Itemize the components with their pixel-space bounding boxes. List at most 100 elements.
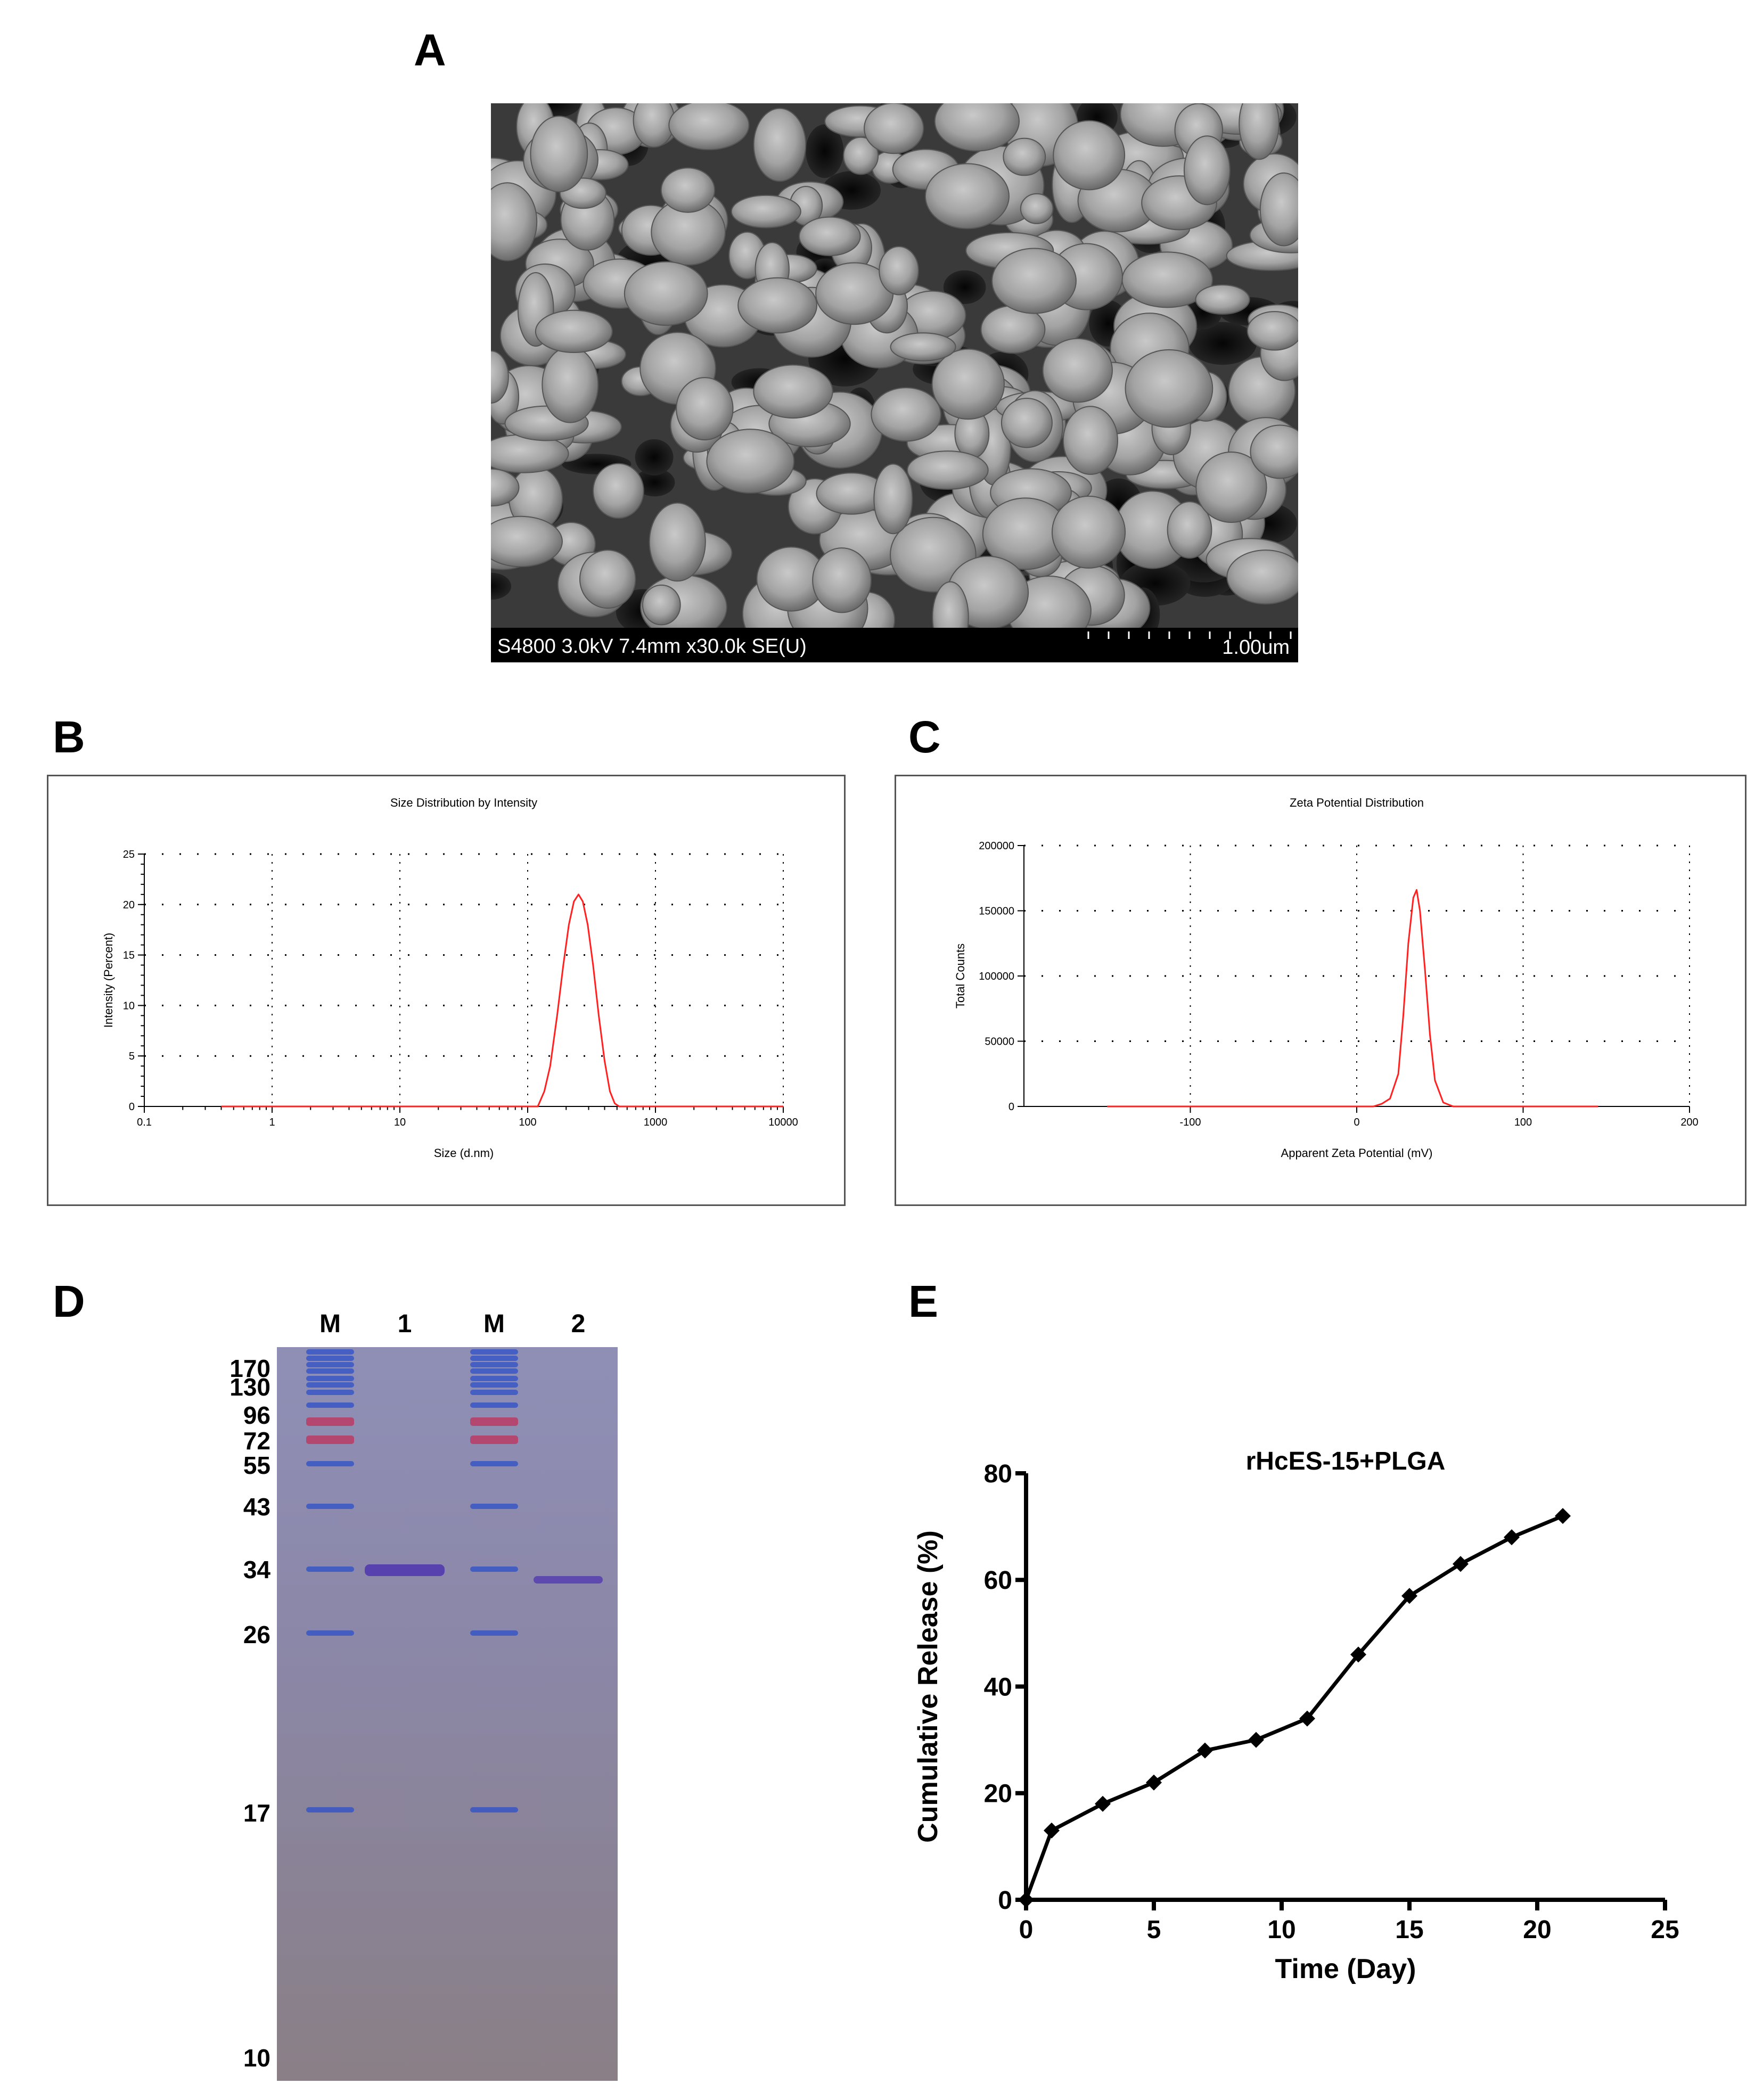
data-point: [1248, 1732, 1264, 1748]
x-tick-label: 25: [1651, 1916, 1679, 1944]
sem-grain: [1062, 406, 1118, 475]
sem-caption: S4800 3.0kV 7.4mm x30.0k SE(U): [497, 635, 807, 658]
x-tick-label: 200: [1680, 1117, 1698, 1128]
ladder-band: [306, 1368, 354, 1374]
ladder-band: [470, 1390, 518, 1395]
ladder-band: [470, 1376, 518, 1381]
y-tick-label: 10: [123, 1000, 135, 1012]
sem-grain: [843, 136, 879, 175]
sem-grain: [1195, 452, 1267, 523]
y-tick-label: 20: [123, 899, 135, 911]
ladder-band: [470, 1504, 518, 1509]
sem-grain: [1053, 120, 1126, 191]
x-axis-label: Apparent Zeta Potential (mV): [1281, 1146, 1433, 1160]
y-tick-label: 15: [123, 950, 135, 962]
ladder-band: [470, 1435, 518, 1444]
ladder-band: [306, 1349, 354, 1355]
ladder-band: [470, 1349, 518, 1355]
y-tick-label: 20: [984, 1780, 1012, 1808]
y-tick-label: 0: [1008, 1101, 1014, 1113]
gel-lane-label: 2: [571, 1310, 586, 1338]
data-point: [1146, 1774, 1162, 1791]
x-tick-label: 0: [1354, 1117, 1359, 1128]
x-tick-label: 10000: [768, 1117, 798, 1128]
sample-band-lane-2: [534, 1576, 603, 1584]
sem-grain: [991, 248, 1077, 314]
ladder-band: [306, 1630, 354, 1636]
sem-grain: [1042, 338, 1113, 403]
sem-grain: [864, 102, 924, 154]
y-tick-label: 40: [984, 1673, 1012, 1701]
chart-title: Zeta Potential Distribution: [1290, 796, 1424, 809]
data-point: [1350, 1646, 1366, 1663]
y-tick-label: 5: [129, 1051, 135, 1062]
y-axis-label: Intensity (Percent): [102, 933, 115, 1028]
sem-micrograph: S4800 3.0kV 7.4mm x30.0k SE(U) 1.00um: [459, 78, 1333, 662]
marker-size-label: 26: [243, 1621, 270, 1648]
gel-background: [277, 1347, 618, 2081]
x-tick-label: 5: [1147, 1916, 1161, 1944]
gel-lane-label: M: [483, 1310, 505, 1338]
sem-grain: [798, 216, 861, 257]
data-point: [1299, 1710, 1315, 1727]
ladder-band: [306, 1504, 354, 1509]
ladder-band: [306, 1402, 354, 1408]
sem-grain: [873, 463, 913, 535]
sem-grain: [879, 246, 919, 296]
marker-size-label: 43: [243, 1493, 270, 1521]
ladder-band: [470, 1461, 518, 1466]
sem-grain: [1001, 397, 1053, 448]
y-axis-label: Total Counts: [954, 944, 967, 1008]
sem-grain: [535, 309, 613, 354]
ladder-band: [470, 1402, 518, 1408]
sem-grain: [579, 549, 636, 609]
data-point: [1453, 1556, 1469, 1572]
gel-panel: M 1 M 2 170 130 96 72 55 43 34 26 17 10: [202, 1299, 639, 2082]
gel-lane-label: 1: [398, 1310, 412, 1338]
cumulative-release-chart: rHcES-15+PLGA 0 5 10 15 20 25 0 20 40 60 80 Time (Da…: [895, 1406, 1725, 1986]
y-tick-label: 50000: [985, 1036, 1014, 1048]
x-tick-label: 0.1: [137, 1117, 152, 1128]
sem-grain: [753, 108, 807, 182]
ladder-band: [306, 1376, 354, 1381]
sem-scale-label: 1.00um: [1222, 636, 1290, 659]
y-tick-label: 80: [984, 1460, 1012, 1488]
sem-grain: [706, 429, 795, 494]
gel-lane-label: M: [319, 1310, 341, 1338]
sem-grain: [1020, 193, 1054, 224]
sem-grain: [1183, 135, 1231, 206]
sem-grain: [660, 167, 716, 213]
sem-grain: [907, 450, 989, 490]
data-point: [1504, 1529, 1520, 1546]
x-tick-label: 20: [1523, 1916, 1551, 1944]
y-axis-label: Cumulative Release (%): [913, 1530, 944, 1843]
ladder-band: [306, 1435, 354, 1444]
x-tick-label: 100: [519, 1117, 536, 1128]
data-point: [1095, 1795, 1111, 1812]
sem-grain: [1247, 311, 1302, 351]
zeta-potential-chart: Zeta Potential Distribution -100 0 100 200 0 5…: [895, 775, 1746, 1206]
panel-label-d: D: [53, 1276, 85, 1326]
sem-grain: [1226, 549, 1305, 605]
y-tick-label: 150000: [979, 906, 1014, 917]
sem-pore: [806, 124, 844, 178]
chart-title: Size Distribution by Intensity: [390, 796, 537, 809]
sem-grain: [753, 364, 833, 419]
size-distribution-chart: Size Distribution by Intensity 0.1 1 10 100 1…: [47, 775, 846, 1206]
ladder-band: [470, 1566, 518, 1572]
ladder-band: [470, 1417, 518, 1426]
y-tick-label: 200000: [979, 840, 1014, 852]
x-tick-label: 15: [1395, 1916, 1423, 1944]
series-line: [1024, 1514, 1564, 1901]
sem-pore: [634, 468, 675, 497]
sem-grain: [542, 346, 599, 423]
y-tick-label: 25: [123, 849, 135, 860]
panel-label-b: B: [53, 712, 85, 762]
x-tick-label: 100: [1514, 1117, 1532, 1128]
x-tick-label: 10: [394, 1117, 406, 1128]
data-point: [1555, 1508, 1571, 1524]
panel-label-a: A: [414, 25, 446, 75]
sem-grain: [649, 502, 706, 582]
sem-grain: [1167, 501, 1212, 559]
sem-grain: [1125, 349, 1213, 428]
